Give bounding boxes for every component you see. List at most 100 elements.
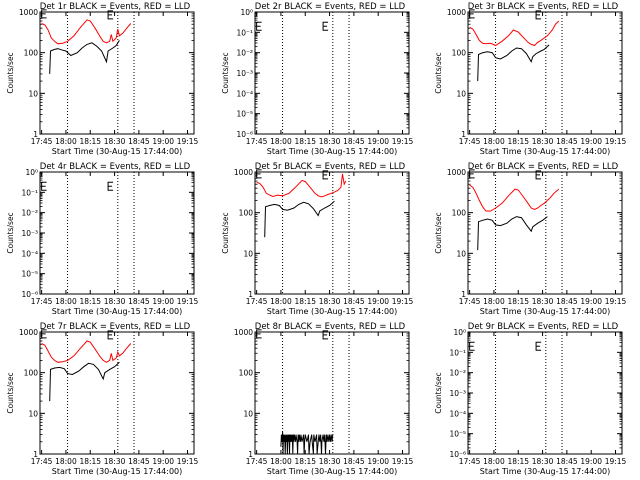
- y-tick-label: 1000: [447, 168, 466, 177]
- error-bar-marker: [41, 9, 47, 19]
- x-tick-label: 18:15: [507, 457, 529, 466]
- error-bar-marker: [469, 9, 475, 19]
- x-tick-label: 18:30: [532, 297, 554, 306]
- x-tick-label: 17:45: [459, 297, 481, 306]
- events-series-line: [280, 431, 334, 455]
- panel-title: Det 2r BLACK = Events, RED = LLD: [255, 2, 406, 12]
- detector-panel: Det 9r BLACK = Events, RED = LLD 17:45 18:…: [434, 322, 627, 476]
- y-axis-title: Counts/sec: [434, 52, 443, 93]
- x-tick-label: 18:45: [343, 457, 365, 466]
- x-tick-label: 18:30: [104, 137, 126, 146]
- y-tick-label: 10⁰: [453, 328, 466, 337]
- x-tick-label: 18:15: [294, 457, 316, 466]
- x-tick-label: 19:00: [367, 457, 389, 466]
- x-tick-label: 19:15: [392, 457, 414, 466]
- x-tick-label: 18:15: [79, 137, 101, 146]
- y-tick-label: 10⁰: [25, 168, 38, 177]
- x-tick-label: 17:45: [31, 297, 53, 306]
- y-tick-label: 100: [239, 369, 254, 378]
- y-tick-label: 10⁻⁶: [236, 130, 253, 139]
- x-tick-label: 19:15: [392, 297, 414, 306]
- plot-frame: [39, 11, 195, 135]
- y-tick-label: 1: [461, 130, 466, 139]
- error-bar-marker: [41, 329, 47, 339]
- y-axis-title: Counts/sec: [434, 372, 443, 413]
- x-tick-label: 18:00: [55, 137, 77, 146]
- y-tick-label: 100: [24, 369, 39, 378]
- x-tick-label: 18:15: [507, 137, 529, 146]
- y-tick-label: 100: [239, 209, 254, 218]
- x-tick-label: 19:15: [177, 297, 199, 306]
- y-tick-label: 10⁻⁵: [21, 270, 38, 279]
- x-tick-label: 18:00: [270, 457, 292, 466]
- y-tick-label: 100: [24, 49, 39, 58]
- y-tick-label: 1: [33, 130, 38, 139]
- y-tick-label: 10⁻³: [21, 229, 38, 238]
- y-tick-label: 10⁻⁶: [21, 290, 38, 299]
- x-tick-label: 19:15: [177, 137, 199, 146]
- x-tick-label: 19:00: [152, 137, 174, 146]
- panel-title: Det 9r BLACK = Events, RED = LLD: [468, 322, 619, 332]
- y-tick-label: 1: [33, 450, 38, 459]
- y-tick-label: 10⁻²: [236, 49, 253, 58]
- y-tick-label: 10⁰: [240, 8, 253, 17]
- x-tick-label: 19:00: [580, 297, 602, 306]
- panel-title: Det 1r BLACK = Events, RED = LLD: [40, 2, 191, 12]
- x-axis-title: Start Time (30-Aug-15 17:44:00): [480, 147, 611, 156]
- error-bar-marker: [107, 181, 114, 191]
- error-bar-marker: [535, 170, 542, 180]
- x-tick-label: 18:45: [128, 297, 150, 306]
- error-bar-marker: [256, 21, 262, 31]
- panel-title: Det 8r BLACK = Events, RED = LLD: [255, 322, 406, 332]
- x-axis-title: Start Time (30-Aug-15 17:44:00): [480, 467, 611, 476]
- y-tick-label: 1000: [234, 168, 253, 177]
- y-tick-label: 1000: [234, 328, 253, 337]
- y-tick-label: 10⁻⁴: [236, 89, 253, 98]
- error-bar-marker: [322, 170, 329, 180]
- error-bar-marker: [469, 169, 475, 179]
- x-tick-label: 19:15: [605, 457, 627, 466]
- y-tick-label: 10⁻²: [449, 369, 466, 378]
- x-tick-label: 17:45: [246, 137, 268, 146]
- x-tick-label: 18:00: [270, 137, 292, 146]
- y-tick-label: 10⁻⁴: [449, 409, 466, 418]
- x-tick-label: 18:00: [483, 297, 505, 306]
- events-series-line: [49, 361, 120, 402]
- y-tick-label: 10⁻¹: [449, 348, 466, 357]
- x-tick-label: 18:30: [532, 457, 554, 466]
- x-tick-label: 17:45: [459, 457, 481, 466]
- x-tick-label: 18:30: [319, 457, 341, 466]
- y-tick-label: 10⁻³: [236, 69, 253, 78]
- panel-title: Det 3r BLACK = Events, RED = LLD: [468, 2, 619, 12]
- x-axis-title: Start Time (30-Aug-15 17:44:00): [267, 307, 398, 316]
- lld-series-line: [469, 184, 560, 212]
- error-bar-marker: [322, 21, 329, 31]
- y-tick-label: 10⁻¹: [236, 28, 253, 37]
- x-axis-title: Start Time (30-Aug-15 17:44:00): [52, 467, 183, 476]
- y-tick-label: 10: [243, 409, 253, 418]
- x-tick-label: 18:15: [294, 137, 316, 146]
- x-tick-label: 18:45: [556, 457, 578, 466]
- x-tick-label: 19:15: [605, 137, 627, 146]
- events-series-line: [264, 200, 335, 238]
- y-tick-label: 10⁻⁵: [449, 430, 466, 439]
- y-tick-label: 1000: [447, 8, 466, 17]
- panel-title: Det 7r BLACK = Events, RED = LLD: [40, 322, 191, 332]
- events-series-line: [477, 216, 548, 251]
- x-tick-label: 18:15: [507, 297, 529, 306]
- y-tick-label: 1: [248, 290, 253, 299]
- x-tick-label: 18:00: [483, 137, 505, 146]
- y-tick-label: 10⁻³: [449, 389, 466, 398]
- y-tick-label: 1: [248, 450, 253, 459]
- x-tick-label: 19:00: [367, 137, 389, 146]
- y-tick-label: 10: [243, 249, 253, 258]
- x-tick-label: 18:45: [128, 137, 150, 146]
- y-tick-label: 10: [28, 89, 38, 98]
- plot-frame: [39, 171, 195, 295]
- x-tick-label: 18:00: [55, 457, 77, 466]
- x-tick-label: 18:15: [79, 297, 101, 306]
- lld-series-line: [41, 19, 132, 45]
- panel-title: Det 6r BLACK = Events, RED = LLD: [468, 162, 619, 172]
